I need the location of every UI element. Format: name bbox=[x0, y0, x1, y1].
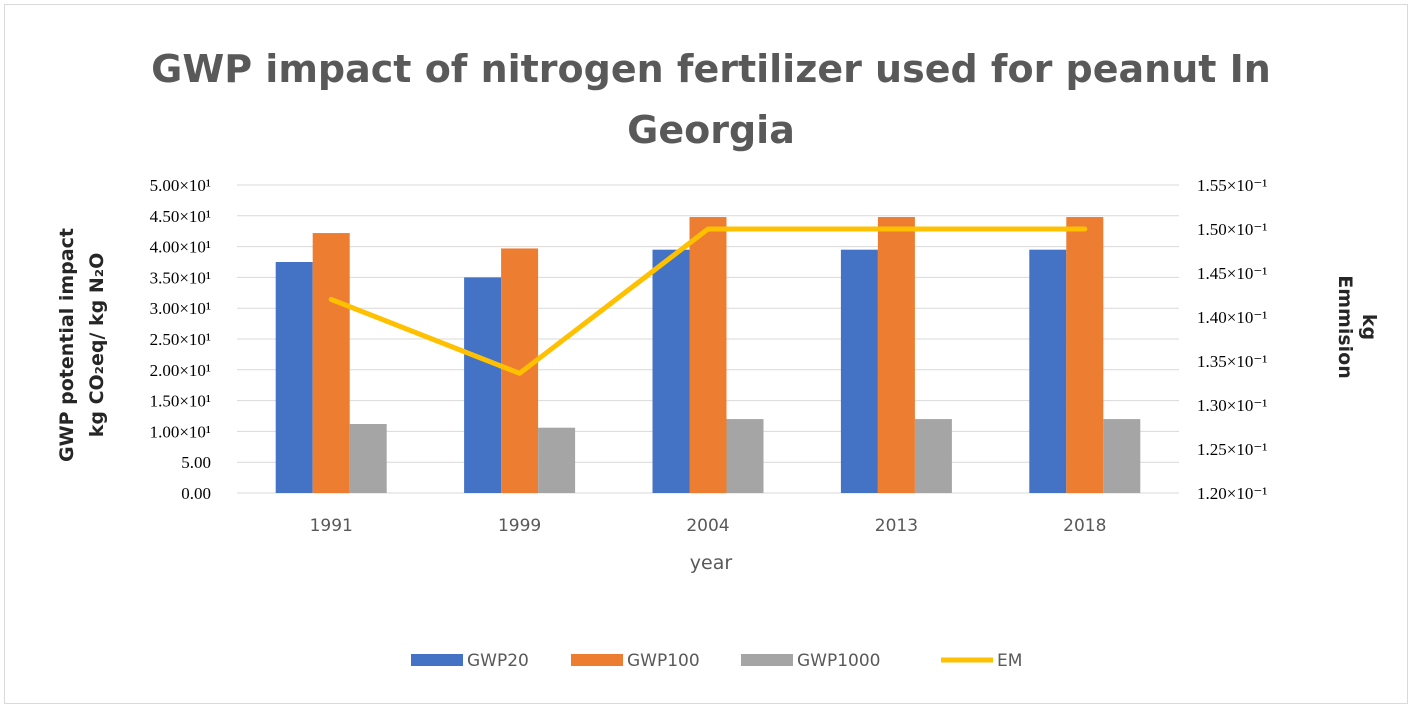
right-tick-label: 1.55×10⁻¹ bbox=[1197, 176, 1267, 195]
bar-gwp1000-1999 bbox=[538, 427, 576, 493]
legend-label-gwp20: GWP20 bbox=[467, 651, 529, 671]
left-axis-ticks: 0.00 5.00 1.00×10¹ 1.50×10¹ 2.00×10¹ 2.50×10¹… bbox=[150, 176, 211, 503]
right-tick-label: 1.40×10⁻¹ bbox=[1197, 308, 1267, 327]
left-axis-title-line-1: GWP potential impact bbox=[56, 228, 78, 462]
bar-gwp1000-1991 bbox=[349, 424, 387, 493]
legend: GWP20 GWP100 GWP1000 EM bbox=[411, 651, 1022, 671]
legend-label-gwp100: GWP100 bbox=[627, 651, 700, 671]
left-tick-label: 5.00 bbox=[181, 453, 211, 472]
left-tick-label: 3.50×10¹ bbox=[150, 268, 211, 287]
chart-frame: GWP impact of nitrogen fertilizer used f… bbox=[4, 4, 1408, 704]
left-tick-label: 3.00×10¹ bbox=[150, 299, 211, 318]
left-tick-label: 1.50×10¹ bbox=[150, 392, 211, 411]
right-tick-label: 1.45×10⁻¹ bbox=[1197, 264, 1267, 283]
legend-swatch-gwp1000 bbox=[741, 654, 793, 666]
x-axis-title: year bbox=[690, 552, 733, 574]
bar-gwp100-2018 bbox=[1066, 217, 1104, 494]
left-tick-label: 0.00 bbox=[181, 484, 211, 503]
right-axis-ticks: 1.20×10⁻¹ 1.25×10⁻¹ 1.30×10⁻¹ 1.35×10⁻¹ 1.40… bbox=[1197, 176, 1267, 503]
bar-gwp20-2018 bbox=[1029, 249, 1067, 493]
bar-gwp1000-2018 bbox=[1103, 419, 1141, 493]
x-tick-label: 1999 bbox=[498, 516, 541, 536]
bar-gwp20-1991 bbox=[275, 262, 313, 493]
chart-title-line-2: Georgia bbox=[627, 108, 795, 152]
x-tick-label: 1991 bbox=[310, 516, 353, 536]
right-tick-label: 1.50×10⁻¹ bbox=[1197, 220, 1267, 239]
legend-swatch-gwp100 bbox=[571, 654, 623, 666]
x-axis-ticks: 1991 1999 2004 2013 2018 bbox=[310, 516, 1107, 536]
right-axis-title-line-1: Emmision bbox=[1334, 275, 1356, 379]
x-tick-label: 2004 bbox=[686, 516, 729, 536]
left-tick-label: 4.00×10¹ bbox=[150, 238, 211, 257]
legend-label-em: EM bbox=[997, 651, 1022, 671]
bar-gwp100-1991 bbox=[312, 233, 350, 493]
x-tick-label: 2013 bbox=[875, 516, 918, 536]
bars bbox=[275, 217, 1141, 494]
right-tick-label: 1.35×10⁻¹ bbox=[1197, 352, 1267, 371]
em-line-series bbox=[328, 226, 1088, 376]
right-axis-title-line-2: kg bbox=[1358, 314, 1380, 340]
bar-gwp1000-2004 bbox=[726, 419, 764, 493]
left-tick-label: 5.00×10¹ bbox=[150, 176, 211, 195]
em-line bbox=[328, 226, 1088, 376]
legend-swatch-gwp20 bbox=[411, 654, 463, 666]
right-tick-label: 1.20×10⁻¹ bbox=[1197, 484, 1267, 503]
bar-gwp20-2013 bbox=[840, 249, 878, 493]
bar-gwp100-2013 bbox=[877, 217, 915, 494]
legend-label-gwp1000: GWP1000 bbox=[797, 651, 881, 671]
bar-gwp20-2004 bbox=[652, 249, 690, 493]
bar-gwp100-2004 bbox=[689, 217, 727, 494]
left-tick-label: 2.50×10¹ bbox=[150, 330, 211, 349]
left-tick-label: 4.50×10¹ bbox=[150, 207, 211, 226]
left-axis-title-line-2: kg CO₂eq/ kg N₂O bbox=[86, 253, 108, 438]
right-tick-label: 1.25×10⁻¹ bbox=[1197, 440, 1267, 459]
left-tick-label: 2.00×10¹ bbox=[150, 361, 211, 380]
right-tick-label: 1.30×10⁻¹ bbox=[1197, 396, 1267, 415]
bar-gwp1000-2013 bbox=[914, 419, 952, 493]
x-tick-label: 2018 bbox=[1063, 516, 1106, 536]
left-tick-label: 1.00×10¹ bbox=[150, 422, 211, 441]
chart-title-line-1: GWP impact of nitrogen fertilizer used f… bbox=[151, 47, 1271, 91]
chart-svg: GWP impact of nitrogen fertilizer used f… bbox=[56, 47, 1380, 671]
bar-gwp20-1999 bbox=[464, 277, 502, 493]
